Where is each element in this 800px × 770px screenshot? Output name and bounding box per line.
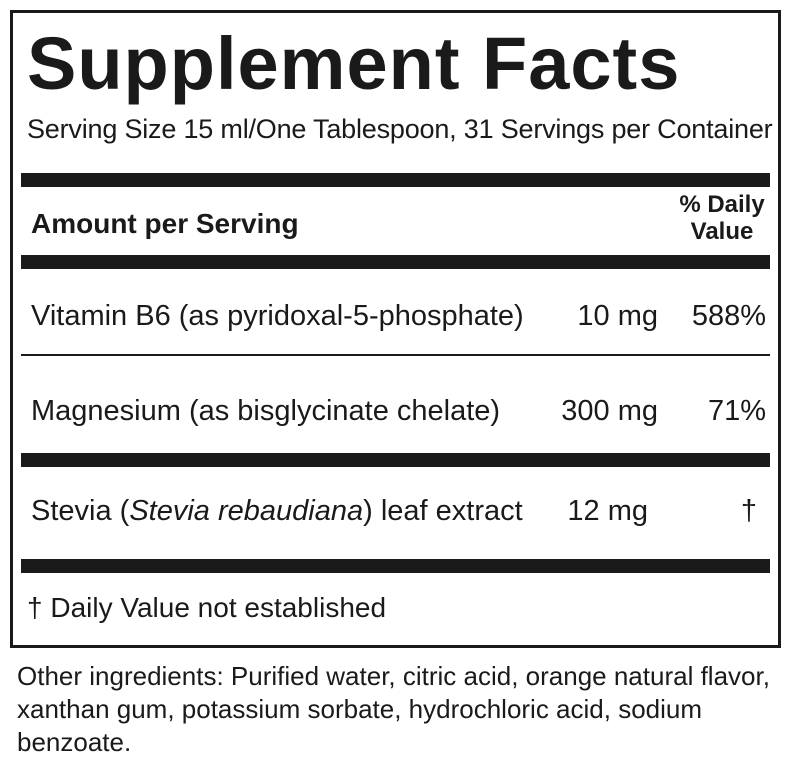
serving-info: Serving Size 15 ml/One Tablespoon, 31 Se… xyxy=(27,114,773,144)
thick-divider xyxy=(21,173,770,187)
supplement-facts-panel: Supplement Facts Serving Size 15 ml/One … xyxy=(10,10,781,648)
name-suffix: ) leaf extract xyxy=(363,495,523,527)
nutrient-amount: 300 mg xyxy=(561,395,658,427)
nutrient-row: Stevia (Stevia rebaudiana) leaf extract … xyxy=(13,491,778,531)
nutrient-name: Stevia (Stevia rebaudiana) leaf extract xyxy=(31,491,523,531)
footnote: † Daily Value not established xyxy=(27,592,387,623)
other-ingredients: Other ingredients: Purified water, citri… xyxy=(17,661,770,757)
nutrient-name: Vitamin B6 (as pyridoxal-5-phosphate) xyxy=(31,300,524,332)
thin-divider xyxy=(21,354,770,356)
amount-per-serving-header: Amount per Serving xyxy=(31,208,299,239)
nutrient-row: Vitamin B6 (as pyridoxal-5-phosphate) 10… xyxy=(13,296,778,336)
thick-divider xyxy=(21,255,770,269)
nutrient-amount: 12 mg xyxy=(567,495,648,527)
daily-value-header-line1: % Daily xyxy=(679,191,765,218)
nutrient-amount: 10 mg xyxy=(577,300,658,332)
name-prefix: Stevia ( xyxy=(31,495,130,527)
nutrient-daily-value: 588% xyxy=(691,300,766,332)
daily-value-header: % Daily Value xyxy=(672,191,772,245)
nutrient-name: Magnesium (as bisglycinate chelate) xyxy=(31,395,501,427)
panel-title: Supplement Facts xyxy=(27,22,681,105)
nutrient-daily-value: 71% xyxy=(707,395,766,427)
thick-divider xyxy=(21,559,770,573)
thick-divider xyxy=(21,453,770,467)
botanical-name: Stevia rebaudiana xyxy=(129,495,364,527)
nutrient-daily-value: † xyxy=(740,495,758,527)
daily-value-header-line2: Value xyxy=(690,218,754,245)
nutrient-row: Magnesium (as bisglycinate chelate) 300 … xyxy=(13,391,778,431)
